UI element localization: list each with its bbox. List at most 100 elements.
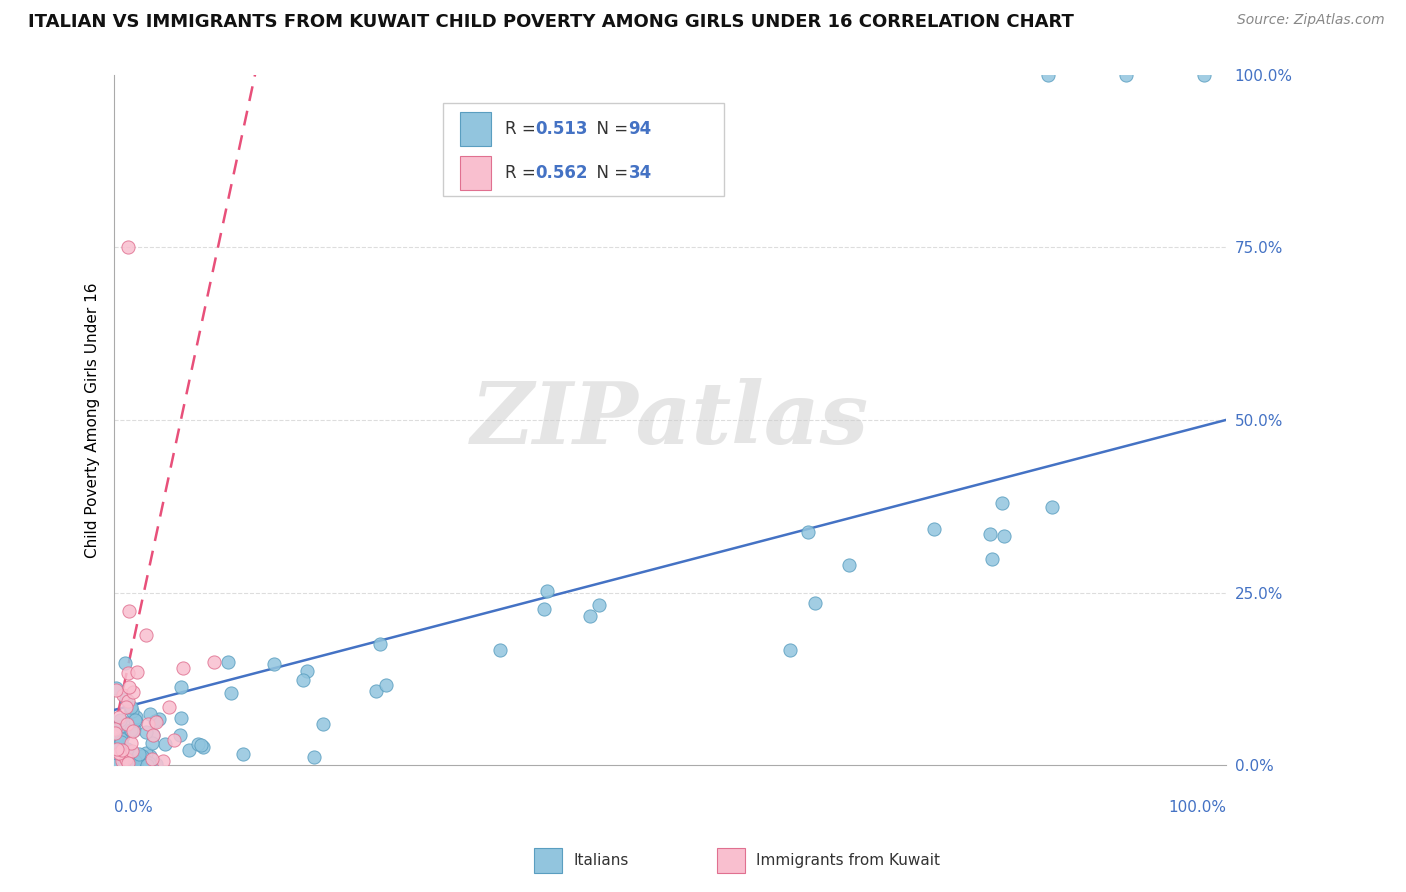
Point xyxy=(190,738,212,752)
Point xyxy=(131,749,153,764)
Point xyxy=(139,749,162,764)
Point xyxy=(135,746,157,760)
Point xyxy=(124,713,146,727)
Point xyxy=(118,753,141,767)
Point xyxy=(148,712,170,726)
Point xyxy=(263,657,285,672)
Point xyxy=(1115,68,1137,82)
Point xyxy=(122,756,145,771)
Point xyxy=(533,602,555,616)
Text: 0.562: 0.562 xyxy=(536,164,588,182)
Point xyxy=(110,747,132,761)
Point xyxy=(134,754,156,768)
Point xyxy=(120,700,142,714)
Point xyxy=(115,700,138,714)
Point xyxy=(128,747,150,761)
Point xyxy=(117,240,139,254)
Point xyxy=(118,753,141,767)
Point xyxy=(122,724,145,739)
Point xyxy=(111,754,134,768)
Point xyxy=(104,722,127,736)
Point xyxy=(1038,68,1060,82)
Point xyxy=(141,736,163,750)
Point xyxy=(172,661,194,675)
Point xyxy=(170,711,193,725)
Point xyxy=(110,719,132,733)
Point xyxy=(143,714,166,728)
Point xyxy=(105,681,128,695)
Point xyxy=(153,737,176,751)
Point xyxy=(105,746,128,760)
Point xyxy=(980,552,1002,566)
Point xyxy=(118,681,141,695)
Point xyxy=(104,726,127,740)
Point xyxy=(219,686,242,700)
Point xyxy=(302,750,325,764)
Point xyxy=(135,628,157,642)
Point xyxy=(170,680,193,694)
Point xyxy=(169,728,191,742)
Point xyxy=(488,643,510,657)
Point xyxy=(105,683,128,698)
Point xyxy=(142,728,165,742)
Text: 34: 34 xyxy=(628,164,652,182)
Text: R =: R = xyxy=(505,120,541,137)
Point xyxy=(114,656,136,670)
Point xyxy=(125,709,148,723)
Point xyxy=(124,754,146,768)
Point xyxy=(232,747,254,761)
Point xyxy=(117,694,139,708)
Point xyxy=(112,753,135,767)
Point xyxy=(135,725,157,739)
Point xyxy=(115,752,138,766)
Point xyxy=(779,643,801,657)
Point xyxy=(141,752,163,766)
Point xyxy=(108,713,131,727)
Point xyxy=(364,684,387,698)
Point xyxy=(136,757,159,772)
Point xyxy=(124,751,146,765)
Point xyxy=(132,752,155,766)
Text: N =: N = xyxy=(586,120,634,137)
Point xyxy=(121,705,143,719)
Point xyxy=(105,741,128,756)
Point xyxy=(145,757,167,772)
Point xyxy=(104,743,127,757)
Point xyxy=(536,583,558,598)
Point xyxy=(117,743,139,757)
Y-axis label: Child Poverty Among Girls Under 16: Child Poverty Among Girls Under 16 xyxy=(86,282,100,558)
Point xyxy=(105,754,128,768)
Point xyxy=(118,604,141,618)
Point xyxy=(588,598,610,612)
Point xyxy=(122,753,145,767)
Point xyxy=(993,528,1015,542)
Point xyxy=(117,665,139,680)
Point xyxy=(138,756,160,771)
Point xyxy=(112,688,135,702)
Point xyxy=(152,754,174,768)
Point xyxy=(804,596,827,610)
Text: 100.0%: 100.0% xyxy=(1168,800,1226,814)
Point xyxy=(991,496,1014,510)
Point xyxy=(107,710,129,724)
Point xyxy=(107,755,129,769)
Point xyxy=(128,756,150,771)
Point xyxy=(295,664,318,678)
Point xyxy=(1192,68,1215,82)
Text: 94: 94 xyxy=(628,120,652,137)
Point xyxy=(117,756,139,770)
Point xyxy=(115,742,138,756)
Point xyxy=(138,706,160,721)
Point xyxy=(191,740,214,755)
Point xyxy=(838,558,860,572)
Point xyxy=(121,751,143,765)
Point xyxy=(311,716,333,731)
Point xyxy=(120,735,142,749)
Point xyxy=(121,685,143,699)
Point xyxy=(202,655,225,669)
Point xyxy=(120,700,142,714)
Point xyxy=(177,743,200,757)
Point xyxy=(125,714,148,729)
Text: 0.513: 0.513 xyxy=(536,120,588,137)
Text: R =: R = xyxy=(505,164,541,182)
